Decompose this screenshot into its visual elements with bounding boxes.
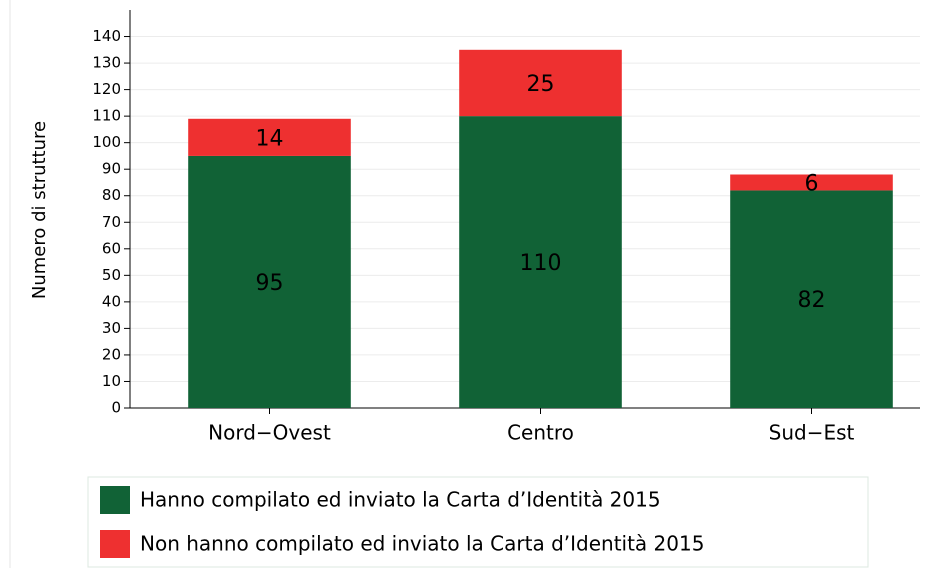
data-label: 6 [805,171,819,196]
y-tick-label: 110 [92,107,121,125]
legend-swatch [100,530,130,558]
y-tick-label: 60 [102,239,121,257]
x-tick-label: Nord−Ovest [208,421,331,445]
bar-segment [730,190,893,408]
y-tick-label: 100 [92,133,121,151]
legend-label: Non hanno compilato ed inviato la Carta … [140,532,704,556]
bar-segment [188,118,351,156]
y-tick-label: 90 [102,160,121,178]
bar-segment [459,116,622,408]
y-tick-label: 10 [102,372,121,390]
data-label: 95 [256,271,284,296]
y-tick-label: 70 [102,213,121,231]
data-label: 82 [798,288,826,313]
y-tick-label: 30 [102,319,121,337]
x-tick-label: Centro [507,421,574,445]
y-tick-label: 40 [102,292,121,310]
data-label: 14 [256,126,284,151]
y-axis-label: Numero di strutture [29,121,50,299]
data-label: 25 [527,72,555,97]
y-tick-label: 50 [102,266,121,284]
bar-segment [730,174,893,191]
y-tick-label: 120 [92,80,121,98]
legend-box [87,476,869,568]
y-tick-label: 0 [111,399,121,417]
bar-segment [459,49,622,117]
data-label: 110 [520,251,562,276]
legend-swatch [100,486,130,514]
y-tick-label: 80 [102,186,121,204]
y-tick-label: 130 [92,54,121,72]
x-tick-label: Sud−Est [769,421,855,445]
legend-label: Hanno compilato ed inviato la Carta d’Id… [140,488,661,512]
bar-segment [188,155,351,408]
y-tick-label: 140 [92,27,121,45]
y-tick-label: 20 [102,345,121,363]
